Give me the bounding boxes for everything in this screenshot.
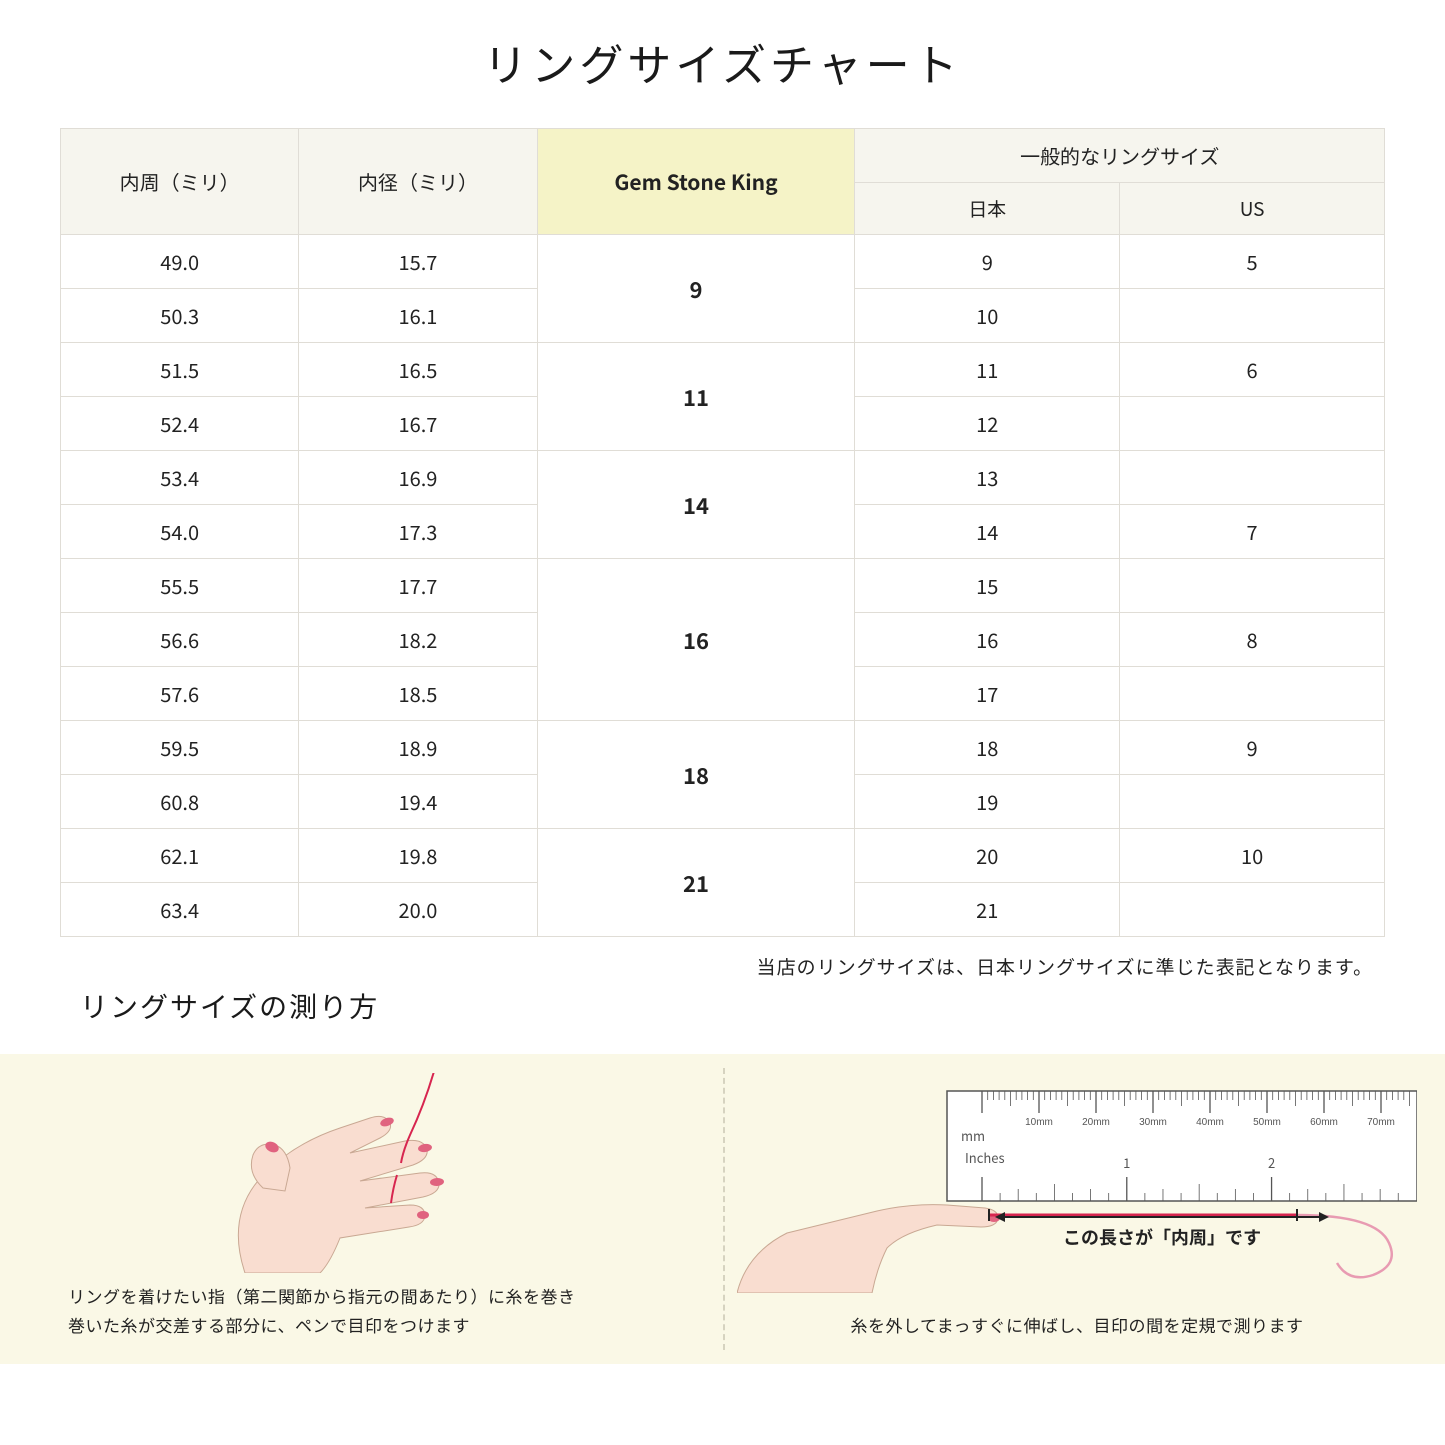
svg-text:60mm: 60mm [1310, 1117, 1338, 1128]
svg-text:40mm: 40mm [1196, 1117, 1224, 1128]
table-row: 53.416.91413 [61, 451, 1385, 505]
footnote: 当店のリングサイズは、日本リングサイズに準じた表記となります。 [60, 953, 1373, 980]
svg-text:20mm: 20mm [1082, 1117, 1110, 1128]
svg-text:10mm: 10mm [1025, 1117, 1053, 1128]
col-circumference: 内周（ミリ） [61, 129, 299, 235]
col-gsk: Gem Stone King [537, 129, 855, 235]
svg-text:30mm: 30mm [1139, 1117, 1167, 1128]
svg-text:2: 2 [1268, 1153, 1275, 1172]
svg-text:50mm: 50mm [1253, 1117, 1281, 1128]
ruler-illustration: 10mm 20mm 30mm 40mm 50mm 60mm 70mm mm Inches 1… [737, 1066, 1417, 1310]
howto-left-caption: リングを着けたい指（第二関節から指元の間あたり）に糸を巻き 巻いた糸が交差する部… [28, 1281, 681, 1341]
page-title: リングサイズチャート [60, 30, 1385, 94]
table-row: 51.516.511116 [61, 343, 1385, 397]
svg-text:70mm: 70mm [1367, 1117, 1395, 1128]
howto-panel: リングを着けたい指（第二関節から指元の間あたり）に糸を巻き 巻いた糸が交差する部… [0, 1054, 1445, 1364]
col-japan: 日本 [855, 183, 1120, 235]
howto-title: リングサイズの測り方 [80, 986, 1385, 1026]
table-row: 49.015.7995 [61, 235, 1385, 289]
size-chart-table: 内周（ミリ） 内径（ミリ） Gem Stone King 一般的なリングサイズ … [60, 128, 1385, 937]
table-row: 55.517.71615 [61, 559, 1385, 613]
table-row: 59.518.918189 [61, 721, 1385, 775]
inner-circumference-label: この長さが「内周」です [997, 1224, 1327, 1250]
col-us: US [1120, 183, 1385, 235]
ruler-mm-label: mm [961, 1126, 985, 1145]
hand-wrap-illustration [28, 1066, 681, 1281]
svg-text:1: 1 [1123, 1153, 1130, 1172]
ruler-in-label: Inches [965, 1148, 1005, 1167]
col-diameter: 内径（ミリ） [299, 129, 537, 235]
howto-right-caption: 糸を外してまっすぐに伸ばし、目印の間を定規で測ります [737, 1310, 1417, 1340]
col-general: 一般的なリングサイズ [855, 129, 1385, 183]
table-row: 62.119.8212010 [61, 829, 1385, 883]
